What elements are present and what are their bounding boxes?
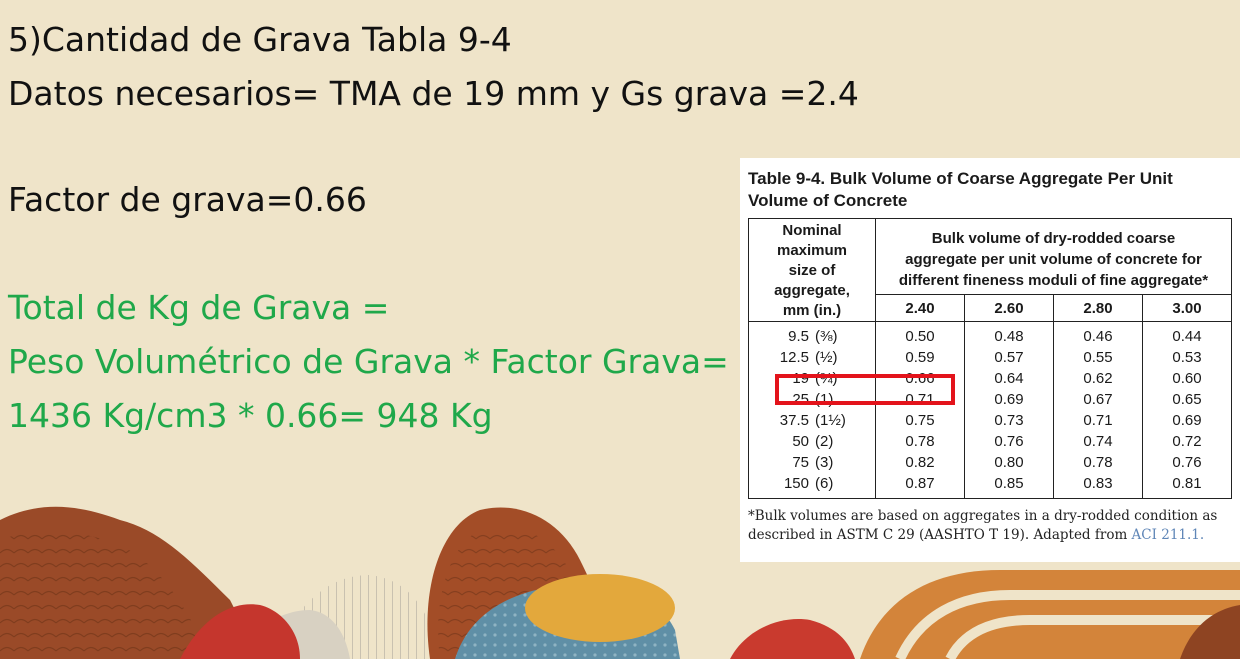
footnote-reference: ACI 211.1.	[1131, 527, 1205, 543]
size-header-line: size of	[788, 262, 836, 279]
size-in: (⅜)	[815, 328, 838, 345]
slide-heading: 5)Cantidad de Grava Tabla 9-4	[8, 20, 512, 59]
table-title: Table 9-4. Bulk Volume of Coarse Aggrega…	[748, 168, 1234, 212]
size-header-line: mm (in.)	[782, 302, 842, 319]
footnote-line-1: *Bulk volumes are based on aggregates in…	[748, 508, 1218, 524]
value-cell: 0.62	[1052, 368, 1143, 389]
size-cell: 75 (3)	[748, 452, 876, 473]
value-cell: 0.83	[1052, 473, 1143, 499]
value-cell: 0.53	[1141, 347, 1233, 368]
table-row: 19 (¾) 0.66 0.64 0.62 0.60	[748, 368, 1233, 389]
value-cell: 0.75	[875, 410, 965, 431]
size-cell: 12.5 (½)	[748, 347, 876, 368]
size-in: (2)	[815, 433, 834, 450]
bulk-header-line: Bulk volume of dry-rodded coarse	[931, 230, 1176, 247]
size-mm: 150	[783, 475, 809, 492]
size-mm: 50	[792, 433, 809, 450]
highlight-box-19mm-row	[775, 374, 955, 405]
table-row: 50 (2) 0.78 0.76 0.74 0.72	[748, 431, 1233, 452]
value-cell: 0.76	[963, 431, 1054, 452]
result-text: 1436 Kg/cm3 * 0.66= 948 Kg	[8, 396, 493, 435]
gravel-factor-text: Factor de grava=0.66	[8, 180, 367, 219]
bulk-volume-table-image: Table 9-4. Bulk Volume of Coarse Aggrega…	[740, 158, 1240, 562]
size-in: (3)	[815, 454, 834, 471]
table-footnote: *Bulk volumes are based on aggregates in…	[748, 507, 1234, 545]
footnote-line-2: described in ASTM C 29 (AASHTO T 19). Ad…	[748, 526, 1234, 545]
table-row: 37.5 (1½) 0.75 0.73 0.71 0.69	[748, 410, 1233, 431]
table-title-line-2: Volume of Concrete	[748, 191, 908, 210]
size-header-line: maximum	[776, 242, 848, 259]
table-row: 9.5 (⅜) 0.50 0.48 0.46 0.44	[748, 321, 1233, 347]
table-title-line-1: Table 9-4. Bulk Volume of Coarse Aggrega…	[748, 169, 1173, 188]
size-mm: 37.5	[779, 412, 809, 429]
value-cell: 0.85	[963, 473, 1054, 499]
total-gravel-label: Total de Kg de Grava =	[8, 288, 390, 327]
table-row: 150 (6) 0.87 0.85 0.83 0.81	[748, 473, 1233, 499]
value-cell: 0.72	[1141, 431, 1233, 452]
size-header-line: Nominal	[782, 222, 842, 239]
size-in: (1½)	[815, 412, 846, 429]
value-cell: 0.78	[1052, 452, 1143, 473]
required-data-text: Datos necesarios= TMA de 19 mm y Gs grav…	[8, 74, 859, 113]
size-column-header: Nominal maximum size of aggregate, mm (i…	[748, 218, 876, 322]
fineness-column-header: 2.40	[875, 294, 965, 322]
value-cell: 0.73	[963, 410, 1054, 431]
value-cell: 0.44	[1141, 321, 1233, 347]
value-cell: 0.71	[1052, 410, 1143, 431]
size-in: (½)	[815, 349, 838, 366]
size-header-line: aggregate,	[774, 282, 850, 299]
size-cell: 37.5 (1½)	[748, 410, 876, 431]
value-cell: 0.74	[1052, 431, 1143, 452]
table-row: 12.5 (½) 0.59 0.57 0.55 0.53	[748, 347, 1233, 368]
table-row: 75 (3) 0.82 0.80 0.78 0.76	[748, 452, 1233, 473]
fineness-column-header: 2.80	[1052, 294, 1143, 322]
size-mm: 12.5	[779, 349, 809, 366]
value-cell: 0.57	[963, 347, 1054, 368]
fineness-column-header: 3.00	[1141, 294, 1233, 322]
value-cell: 0.78	[875, 431, 965, 452]
bulk-header-line: aggregate per unit volume of concrete fo…	[905, 251, 1202, 268]
value-cell: 0.65	[1141, 389, 1233, 410]
footnote-line-2-text: described in ASTM C 29 (AASHTO T 19). Ad…	[748, 527, 1132, 543]
value-cell: 0.82	[875, 452, 965, 473]
size-in: (6)	[815, 475, 834, 492]
value-cell: 0.80	[963, 452, 1054, 473]
value-cell: 0.55	[1052, 347, 1143, 368]
size-mm: 75	[792, 454, 809, 471]
value-cell: 0.69	[963, 389, 1054, 410]
value-cell: 0.46	[1052, 321, 1143, 347]
value-cell: 0.81	[1141, 473, 1233, 499]
value-cell: 0.69	[1141, 410, 1233, 431]
value-cell: 0.60	[1141, 368, 1233, 389]
value-cell: 0.87	[875, 473, 965, 499]
bulk-volume-header: Bulk volume of dry-rodded coarse aggrega…	[875, 218, 1232, 295]
size-mm: 9.5	[788, 328, 809, 345]
bulk-volume-table: Nominal maximum size of aggregate, mm (i…	[748, 218, 1233, 499]
value-cell: 0.48	[963, 321, 1054, 347]
value-cell: 0.64	[963, 368, 1054, 389]
value-cell: 0.76	[1141, 452, 1233, 473]
value-cell: 0.59	[875, 347, 965, 368]
value-cell: 0.50	[875, 321, 965, 347]
bulk-header-line: different fineness moduli of fine aggreg…	[898, 272, 1209, 289]
formula-text: Peso Volumétrico de Grava * Factor Grava…	[8, 342, 729, 381]
size-cell: 50 (2)	[748, 431, 876, 452]
value-cell: 0.67	[1052, 389, 1143, 410]
fineness-column-header: 2.60	[963, 294, 1054, 322]
size-cell: 9.5 (⅜)	[748, 321, 876, 347]
size-cell: 150 (6)	[748, 473, 876, 499]
